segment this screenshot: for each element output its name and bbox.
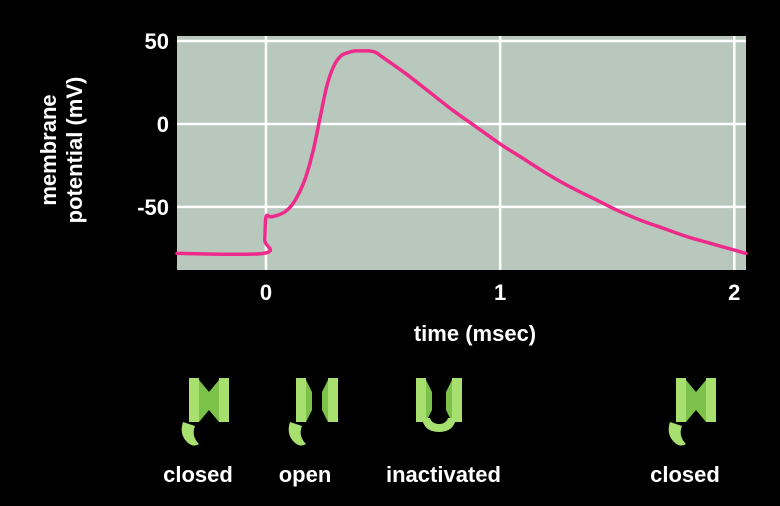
y-axis-label: membrane potential (mV)	[36, 77, 87, 224]
sodium-channel-inactivated-icon	[416, 378, 462, 432]
y-axis-label-line-2: potential (mV)	[62, 77, 87, 224]
channel-state-label: inactivated	[386, 462, 501, 487]
x-tick-label-1: 1	[494, 280, 506, 305]
y-axis-label-line-1: membrane	[36, 94, 61, 205]
sodium-channel-open-icon	[288, 378, 338, 446]
channel-state-3: closed	[630, 370, 740, 495]
sodium-channel-closed-icon	[181, 378, 229, 446]
y-tick-label-0: -50	[137, 195, 169, 220]
y-tick-label-2: 50	[145, 29, 169, 54]
plot-area	[177, 36, 746, 270]
channel-state-0: closed	[143, 370, 253, 495]
channel-state-label: closed	[163, 462, 233, 487]
x-tick-label-0: 0	[260, 280, 272, 305]
grid-lines	[177, 36, 746, 270]
channel-state-label: closed	[650, 462, 720, 487]
x-axis-label: time (msec)	[414, 321, 536, 346]
channel-state-label: open	[278, 462, 332, 487]
channel-states-row: closed open inactivated closed	[0, 370, 780, 500]
tick-labels: 0 1 2 -50 0 50	[137, 29, 740, 305]
x-tick-label-2: 2	[728, 280, 740, 305]
y-tick-label-1: 0	[157, 112, 169, 137]
membrane-potential-chart: 0 1 2 -50 0 50 time (msec) membrane potential…	[36, 29, 748, 346]
channel-state-1: open	[250, 370, 360, 495]
membrane-potential-trace-0	[175, 49, 748, 257]
series-layer	[175, 49, 748, 257]
sodium-channel-closed-icon	[668, 378, 716, 446]
channel-state-2: inactivated	[386, 370, 501, 495]
